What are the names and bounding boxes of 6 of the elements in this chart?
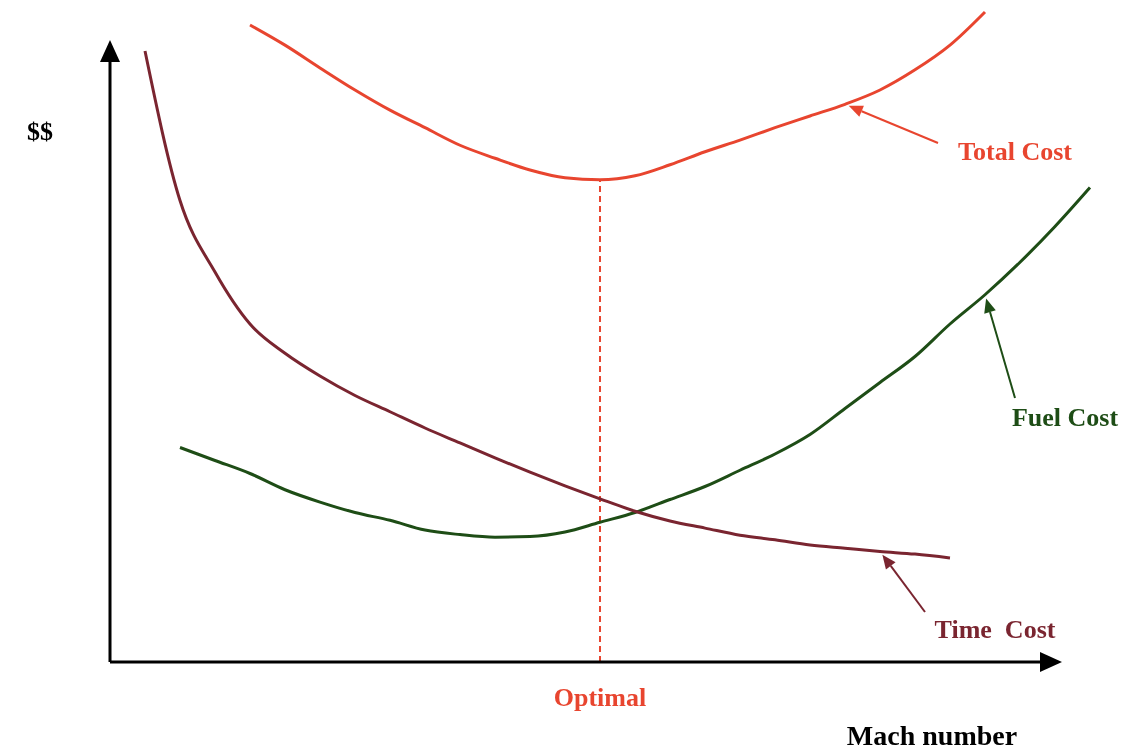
x-axis-title: Mach number [846,720,1018,751]
text: Total Cost [958,137,1073,166]
text: Time Cost [934,615,1056,644]
text: Optimal [553,683,647,712]
y-axis-title: $$ [27,117,53,146]
text: Fuel Cost [1011,403,1119,432]
